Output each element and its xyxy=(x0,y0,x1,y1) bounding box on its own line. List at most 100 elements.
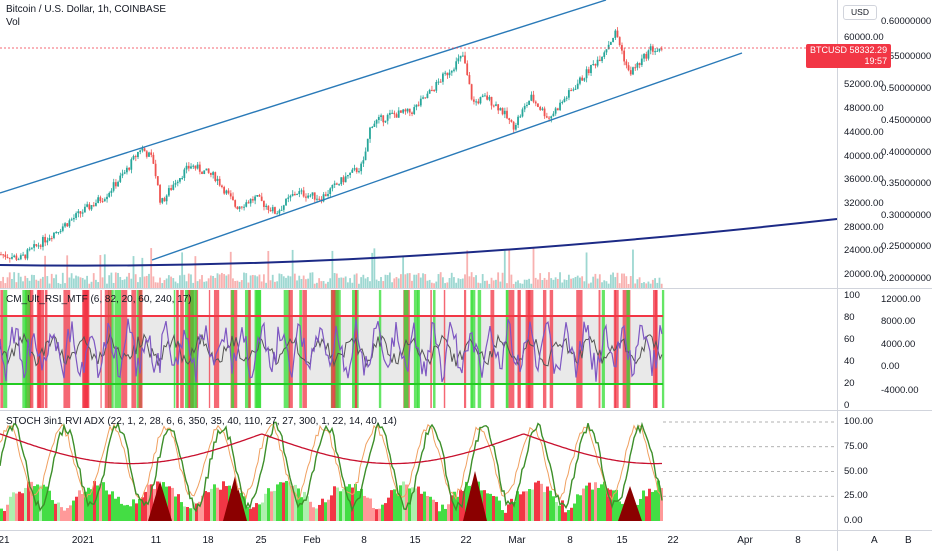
price-candle xyxy=(66,223,69,227)
stoch-histogram-bar xyxy=(3,510,6,521)
price-candle xyxy=(327,193,329,196)
auto-scale-button[interactable]: A xyxy=(871,535,878,546)
stoch-histogram-bar xyxy=(342,488,345,521)
price-candle xyxy=(640,58,643,66)
stoch-dark-peak xyxy=(618,486,642,521)
price-candle xyxy=(380,115,382,118)
price-candle xyxy=(276,213,279,215)
log-scale-button[interactable]: B xyxy=(905,535,912,546)
chart-canvas[interactable] xyxy=(0,0,838,530)
volume-bar xyxy=(57,282,60,288)
price-candle xyxy=(218,178,221,186)
volume-osc-tick-label: 4000.00 xyxy=(881,339,916,350)
volume-bar xyxy=(556,278,559,288)
volume-bar xyxy=(616,272,619,288)
stoch-histogram-bar xyxy=(309,501,312,521)
rsi-signal-bar xyxy=(506,290,508,408)
chart-area[interactable]: Bitcoin / U.S. Dollar, 1h, COINBASE Vol … xyxy=(0,0,838,530)
stoch-histogram-bar xyxy=(366,497,369,521)
price-candle xyxy=(223,187,226,194)
stoch-histogram-bar xyxy=(93,481,96,521)
stoch-histogram-bar xyxy=(213,484,216,521)
price-candle xyxy=(265,205,267,207)
stoch-histogram-bar xyxy=(216,487,219,521)
volume-bar xyxy=(119,276,122,288)
price-candle xyxy=(373,123,376,127)
price-candle xyxy=(618,37,621,46)
price-candle xyxy=(559,102,561,111)
volume-bar xyxy=(139,277,142,288)
volume-bar xyxy=(37,280,40,288)
volume-bar xyxy=(654,278,656,288)
volume-bar xyxy=(229,251,232,288)
price-candle xyxy=(349,172,351,176)
rsi-signal-bar xyxy=(213,290,220,408)
price-candle xyxy=(576,83,579,89)
price-candle xyxy=(72,217,75,220)
volume-bar xyxy=(243,272,245,288)
volume-bar xyxy=(514,281,517,288)
pane-separator-2[interactable] xyxy=(0,410,837,411)
price-candle xyxy=(302,190,305,197)
price-candle xyxy=(552,113,555,117)
badge-price: 58332.29 xyxy=(849,45,888,55)
price-candle xyxy=(377,117,380,120)
currency-button[interactable]: USD xyxy=(843,5,877,20)
stoch-histogram-bar xyxy=(6,504,9,521)
rsi-signal-bar xyxy=(3,290,8,408)
badge-symbol: BTCUSD xyxy=(810,45,848,55)
volume-bar xyxy=(503,250,506,288)
price-candle xyxy=(530,94,533,101)
price-candle xyxy=(172,184,175,190)
time-label: 22 xyxy=(667,535,679,546)
stoch-histogram-bar xyxy=(558,505,561,521)
volume-bar xyxy=(532,247,535,288)
volume-bar xyxy=(216,273,219,288)
stoch-histogram-bar xyxy=(333,486,336,521)
price-candle xyxy=(159,185,161,203)
stoch-histogram-bar xyxy=(330,495,333,521)
stoch-histogram-bar xyxy=(300,497,303,521)
price-candle xyxy=(616,30,619,38)
volume-bar xyxy=(537,279,539,288)
price-scale[interactable]: 60000.0056000.0052000.0048000.0044000.00… xyxy=(837,0,932,530)
volume-bar xyxy=(209,275,212,288)
stoch-histogram-bar xyxy=(288,482,291,521)
stoch-histogram-bar xyxy=(504,512,507,521)
stoch-histogram-bar xyxy=(519,494,522,521)
stoch-histogram-bar xyxy=(432,499,435,521)
price-candle xyxy=(221,185,223,188)
stoch-histogram-bar xyxy=(462,491,465,521)
volume-bar xyxy=(39,278,42,288)
stoch-histogram-bar xyxy=(387,497,390,521)
price-candle xyxy=(225,190,228,194)
volume-bar xyxy=(629,276,632,288)
price-candle xyxy=(167,188,170,196)
price-candle xyxy=(141,148,144,151)
volume-bar xyxy=(592,276,595,288)
volume-bar xyxy=(607,283,610,288)
price-candle xyxy=(479,97,482,104)
volume-bar xyxy=(466,250,469,288)
price-candle xyxy=(534,101,537,104)
price-candle xyxy=(397,110,400,118)
volume-bar xyxy=(190,274,192,288)
stoch-histogram-bar xyxy=(597,487,600,521)
price-candle xyxy=(388,112,391,115)
price-candle xyxy=(625,61,628,66)
pane-separator-1[interactable] xyxy=(0,288,837,289)
price-candle xyxy=(106,196,108,200)
stoch-histogram-bar xyxy=(564,512,567,521)
price-candle xyxy=(497,104,500,111)
time-axis[interactable]: 21 2021 11 18 25 Feb 8 15 22 Mar 8 15 22 Apr 8 xyxy=(0,530,837,551)
price-candle xyxy=(632,67,634,75)
price-candle xyxy=(6,256,9,258)
price-tick-label: 52000.00 xyxy=(844,79,884,91)
stoch-histogram-bar xyxy=(357,490,360,521)
rsi-signal-bar xyxy=(173,290,176,408)
price-candle xyxy=(335,183,338,185)
price-candle xyxy=(579,77,581,84)
volume-bar xyxy=(79,277,82,288)
stoch-histogram-bar xyxy=(39,485,42,521)
main-legend-title: Bitcoin / U.S. Dollar, 1h, COINBASE xyxy=(6,4,167,15)
